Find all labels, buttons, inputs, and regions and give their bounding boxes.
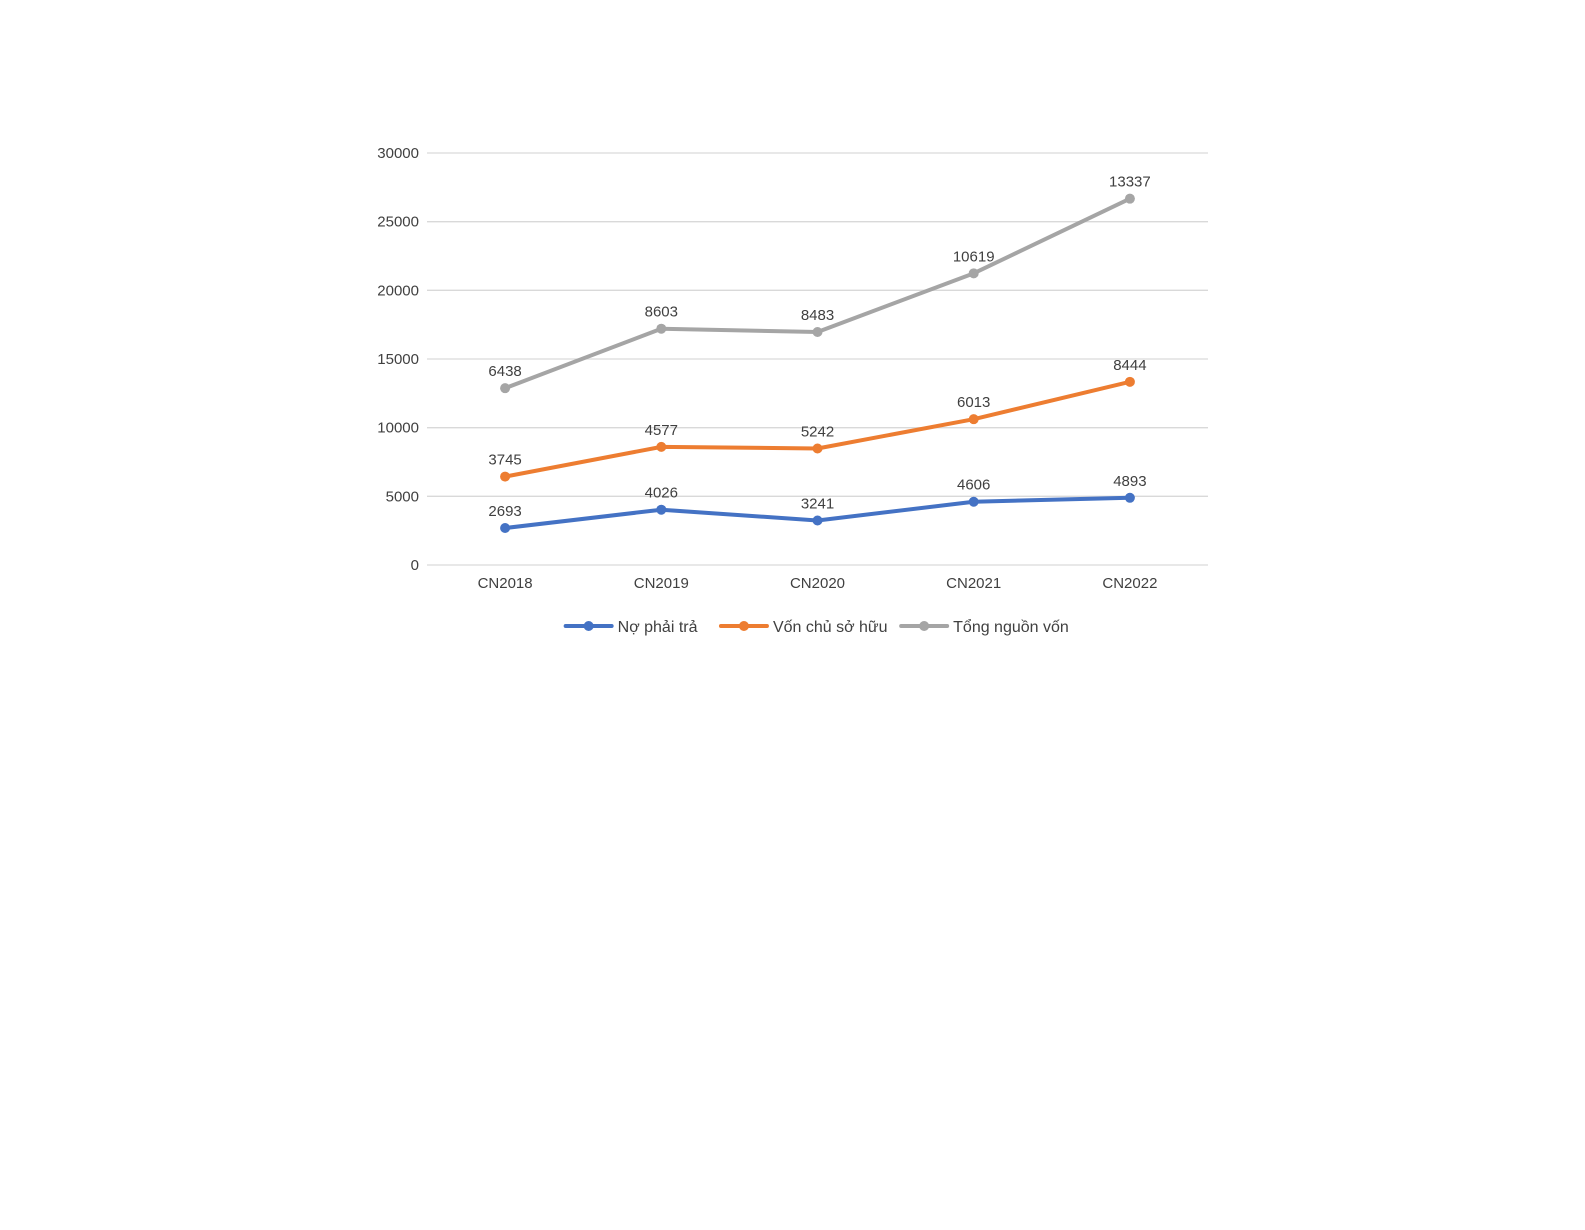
legend-marker — [738, 621, 749, 631]
data-point — [812, 327, 823, 338]
x-axis-ticks: CN2018 CN2019 CN2020 CN2021 CN2022 — [478, 575, 1158, 592]
x-tick-label: CN2018 — [478, 575, 533, 592]
data-point — [656, 323, 667, 334]
gridlines — [427, 152, 1208, 566]
data-labels: 2693 4026 3241 4606 4893 3745 4577 5242 6013 8444… — [488, 174, 1150, 520]
data-label: 4026 — [645, 485, 678, 502]
y-tick-label: 15000 — [377, 351, 419, 368]
data-label: 6438 — [488, 363, 521, 380]
data-label: 6013 — [957, 394, 990, 411]
data-point — [500, 383, 511, 394]
legend-label: Nợ phải trả — [618, 619, 698, 636]
x-tick-label: CN2021 — [946, 575, 1001, 592]
data-label: 8483 — [801, 307, 834, 324]
y-tick-label: 20000 — [377, 282, 419, 299]
data-point — [656, 504, 667, 515]
legend-label: Vốn chủ sở hữu — [773, 619, 888, 636]
series-line — [503, 196, 1132, 391]
y-tick-label: 0 — [411, 557, 419, 574]
data-point — [1124, 492, 1135, 503]
x-tick-label: CN2022 — [1102, 575, 1157, 592]
legend-marker — [583, 621, 594, 631]
data-label: 10619 — [953, 248, 995, 265]
data-label: 4606 — [957, 477, 990, 494]
y-tick-label: 10000 — [377, 420, 419, 437]
data-point — [1124, 193, 1135, 204]
data-label: 13337 — [1109, 174, 1151, 191]
legend-marker — [919, 621, 930, 631]
legend: Nợ phải trả Vốn chủ sở hữu Tổng nguồn vốn — [563, 618, 1069, 636]
legend-label: Tổng nguồn vốn — [953, 618, 1069, 636]
y-tick-label: 25000 — [377, 214, 419, 231]
data-point — [968, 268, 979, 279]
data-label: 3745 — [488, 452, 521, 469]
data-point — [500, 471, 511, 482]
x-tick-label: CN2020 — [790, 575, 845, 592]
data-point — [968, 496, 979, 507]
y-tick-label: 30000 — [377, 145, 419, 162]
data-label: 2693 — [488, 503, 521, 520]
data-label: 5242 — [801, 424, 834, 441]
data-point — [812, 443, 823, 454]
series-lines — [500, 193, 1135, 534]
data-point — [500, 523, 511, 534]
data-point — [1124, 376, 1135, 387]
x-tick-label: CN2019 — [634, 575, 689, 592]
y-tick-label: 5000 — [386, 488, 419, 505]
data-label: 3241 — [801, 495, 834, 512]
data-point — [812, 515, 823, 526]
data-label: 8603 — [645, 304, 678, 321]
data-label: 8444 — [1113, 357, 1146, 374]
data-label: 4577 — [645, 422, 678, 439]
data-label: 4893 — [1113, 473, 1146, 490]
data-point — [968, 414, 979, 425]
data-point — [656, 441, 667, 452]
y-axis-ticks: 0 5000 10000 15000 20000 25000 30000 — [377, 145, 419, 574]
